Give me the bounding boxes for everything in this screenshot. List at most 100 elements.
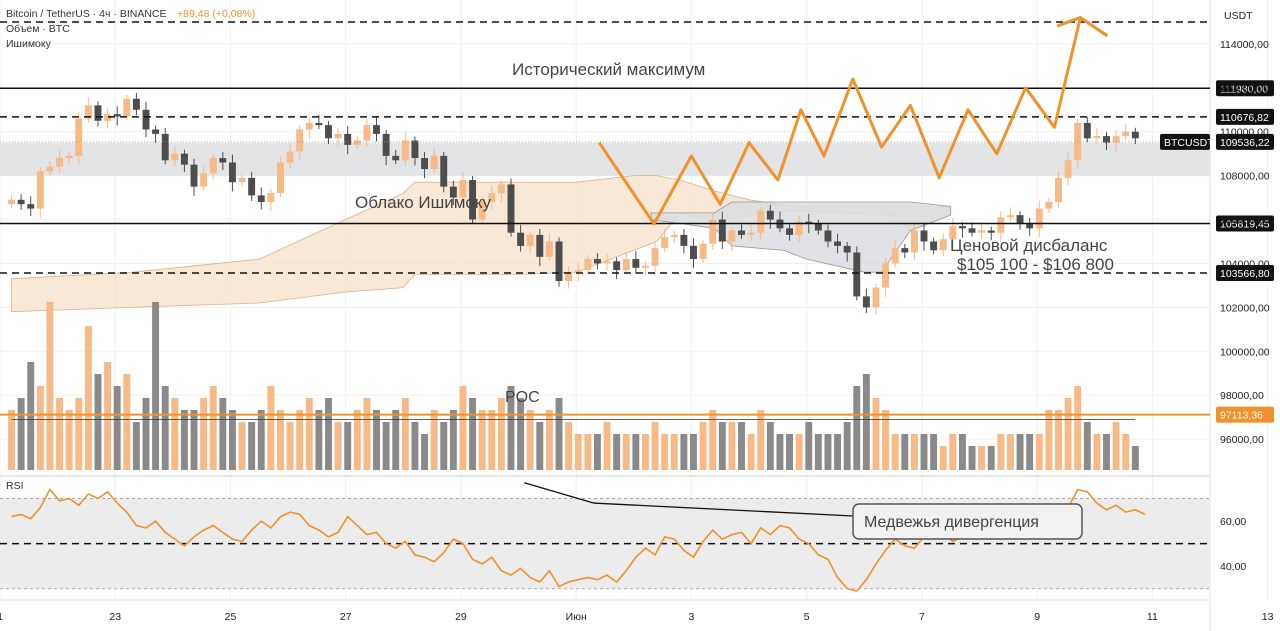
candle bbox=[517, 232, 525, 246]
candle bbox=[651, 248, 659, 266]
ichimoku-indicator-label[interactable]: Ишимоку bbox=[6, 38, 52, 50]
candle bbox=[1006, 215, 1014, 218]
candle bbox=[757, 210, 765, 233]
volume-bar bbox=[1045, 410, 1053, 470]
candle bbox=[449, 186, 457, 198]
candle bbox=[882, 263, 890, 288]
price-axis-tag[interactable] bbox=[1216, 80, 1274, 97]
volume-bar bbox=[699, 422, 707, 470]
candle bbox=[853, 252, 861, 297]
forecast-arrow-head bbox=[1078, 16, 1108, 37]
price-axis-tag[interactable] bbox=[1216, 108, 1274, 125]
symbol-title[interactable]: Bitcoin / TetherUS · 4ч · BINANCE bbox=[6, 8, 167, 20]
volume-indicator-label[interactable]: Объем · BTC bbox=[6, 23, 70, 35]
candle bbox=[200, 173, 208, 187]
candle bbox=[709, 219, 717, 244]
candle bbox=[344, 133, 352, 145]
price-axis-tag[interactable] bbox=[1216, 215, 1274, 232]
volume-bar bbox=[497, 398, 505, 470]
rsi-indicator-label[interactable]: RSI bbox=[6, 480, 24, 492]
time-axis-label: 13 bbox=[1262, 611, 1274, 623]
volume-bar bbox=[565, 422, 573, 470]
cloud-annotation: Облако Ишимоку bbox=[355, 193, 492, 212]
candle bbox=[161, 133, 169, 161]
time-axis-label: 9 bbox=[1034, 611, 1040, 623]
volume-bar bbox=[872, 398, 880, 470]
volume-bar bbox=[939, 446, 947, 470]
volume-bar bbox=[747, 434, 755, 470]
candle bbox=[1035, 208, 1043, 229]
currency-label[interactable]: USDT bbox=[1224, 10, 1253, 22]
candle bbox=[421, 158, 429, 170]
volume-bar bbox=[1016, 434, 1024, 470]
candle bbox=[56, 158, 64, 167]
price-change: +89,48 (+0,08%) bbox=[177, 8, 255, 20]
candle bbox=[930, 241, 938, 251]
volume-bar bbox=[8, 410, 15, 470]
volume-bar bbox=[968, 446, 976, 470]
candle bbox=[1045, 201, 1053, 209]
price-axis-label: 96000,00 bbox=[1220, 434, 1264, 446]
candle bbox=[670, 234, 678, 238]
candle bbox=[411, 140, 419, 159]
volume-bar bbox=[113, 386, 121, 470]
price-lines-layer bbox=[0, 21, 1210, 416]
price-axis-label: 102000,00 bbox=[1220, 302, 1270, 314]
volume-bar bbox=[469, 398, 477, 470]
price-axis-label: 112000,00 bbox=[1220, 83, 1269, 95]
volume-bar bbox=[219, 398, 227, 470]
candle bbox=[613, 261, 621, 271]
axes-layer: 111980,00 110676,82 109536,22 105819,45 1035… bbox=[0, 39, 1274, 623]
volume-bar bbox=[738, 422, 745, 470]
divergence-annotation: Медвежья дивергенция bbox=[864, 514, 1039, 531]
candle bbox=[920, 230, 928, 242]
ichimoku-cloud-bearish bbox=[650, 201, 952, 273]
volume-bar bbox=[709, 410, 717, 470]
time-axis-label: 1 bbox=[0, 611, 3, 623]
price-axis-label: 104000,00 bbox=[1220, 258, 1270, 270]
volume-bar bbox=[910, 434, 918, 470]
price-axis-label: 98000,00 bbox=[1220, 390, 1264, 402]
candle bbox=[939, 239, 947, 251]
candle bbox=[1064, 160, 1072, 178]
candle bbox=[459, 180, 467, 198]
price-axis-tag[interactable] bbox=[1216, 133, 1274, 150]
volume-bar bbox=[430, 410, 438, 470]
volume-bar bbox=[728, 422, 736, 470]
volume-bar bbox=[718, 422, 726, 470]
volume-bar bbox=[123, 374, 131, 470]
candle bbox=[180, 153, 188, 165]
price-axis-label: 100000,00 bbox=[1220, 346, 1270, 358]
volume-bar bbox=[363, 398, 371, 470]
candle bbox=[958, 226, 966, 229]
volume-bar bbox=[632, 434, 640, 470]
candle bbox=[690, 245, 697, 260]
candle bbox=[555, 241, 563, 282]
price-axis-tag-label: 111980,00 bbox=[1220, 83, 1268, 95]
price-axis-tag[interactable] bbox=[1216, 406, 1274, 423]
volume-bar bbox=[670, 434, 678, 470]
volume-bar bbox=[786, 434, 793, 470]
candle bbox=[1103, 136, 1110, 143]
price-axis-tag[interactable] bbox=[1216, 264, 1274, 281]
volume-bar bbox=[392, 410, 400, 470]
candle bbox=[286, 151, 294, 163]
candle bbox=[584, 259, 592, 271]
rsi-axis-label: 40,00 bbox=[1220, 561, 1246, 573]
candle bbox=[132, 98, 140, 110]
volume-bar bbox=[248, 422, 256, 470]
imbalance-annotation-range: $105 100 - $106 800 bbox=[957, 255, 1114, 274]
volume-bar bbox=[190, 410, 198, 470]
candle bbox=[997, 217, 1005, 233]
volume-bar bbox=[228, 410, 236, 470]
candle bbox=[1131, 131, 1139, 139]
candle bbox=[84, 105, 92, 119]
volume-bar bbox=[920, 434, 928, 470]
ichimoku-cloud-layer bbox=[11, 175, 952, 313]
candle bbox=[728, 230, 736, 242]
volume-bar bbox=[459, 386, 467, 470]
candle bbox=[267, 193, 275, 202]
volume-bar bbox=[853, 386, 861, 470]
candle bbox=[766, 210, 774, 220]
